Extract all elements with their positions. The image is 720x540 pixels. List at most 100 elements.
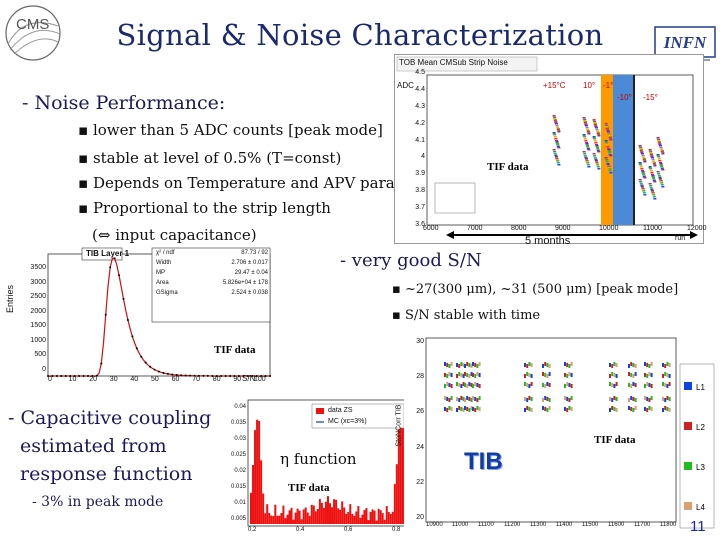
- ston-data-point: [662, 363, 664, 367]
- ston-x-tick: 11300: [530, 522, 547, 528]
- noise-data-point: [640, 168, 644, 170]
- sn-y-tick: 1500: [30, 322, 46, 330]
- eta-bar: [314, 511, 317, 524]
- noise-data-point: [641, 153, 644, 155]
- ston-data-point: [568, 364, 571, 368]
- eta-bar: [375, 520, 378, 524]
- noise-data-point: [594, 125, 598, 127]
- ston-data-point: [650, 373, 653, 377]
- noise-data-point: [652, 196, 656, 198]
- ston-y-tick: 28: [416, 373, 424, 381]
- ston-data-point: [476, 372, 479, 376]
- noise-data-point: [555, 158, 559, 160]
- eta-bar: [385, 506, 388, 524]
- eta-bar: [359, 517, 362, 524]
- noise-data-point: [583, 153, 587, 155]
- sn-x-tick: 20: [89, 376, 97, 383]
- ston-data-point: [668, 363, 671, 367]
- noise-data-point: [604, 141, 608, 143]
- noise-data-point: [595, 145, 599, 147]
- noise-data-point: [653, 181, 657, 183]
- noise-data-point: [607, 150, 611, 152]
- sn-data-point: [251, 374, 254, 377]
- noise-data-point: [609, 138, 613, 140]
- noise-data-point: [592, 136, 596, 138]
- sn-data-point: [69, 375, 72, 377]
- sn-data-point: [180, 374, 183, 377]
- noise-data-point: [651, 192, 655, 194]
- noise-data-point: [593, 155, 597, 157]
- sn-bullet-1: ▪ ~27(300 μm), ~31 (500 μm) [peak mode]: [392, 282, 679, 297]
- noise-data-point: [657, 156, 661, 158]
- noise-data-point: [582, 118, 586, 120]
- noise-data-point: [586, 131, 590, 133]
- eta-bar: [272, 516, 275, 524]
- ston-data-point: [528, 362, 531, 366]
- sn-plot: TIB Layer 1 Entries 3500 3000 2500 2000 1500…: [2, 242, 274, 384]
- noise-data-point: [638, 163, 642, 165]
- sn-data-point: [229, 374, 232, 377]
- ston-data-point: [668, 408, 671, 412]
- noise-data-point: [651, 190, 654, 192]
- sn-stat-row: GSigma 2.524 ± 0.038: [156, 290, 268, 296]
- noise-data-point: [641, 170, 644, 172]
- noise-data-point: [642, 175, 646, 177]
- ston-data-point: [566, 397, 569, 401]
- noise-data-point: [553, 134, 557, 136]
- noise-data-point: [553, 119, 557, 121]
- eta-bar: [367, 520, 370, 524]
- noise-data-point: [554, 121, 558, 123]
- ston-data-point: [478, 373, 481, 377]
- ston-plot-ylabel: StoNCorr TIB: [395, 404, 403, 447]
- ston-data-point: [456, 408, 458, 412]
- noise-y-tick: 4: [421, 153, 425, 161]
- ston-data-point: [542, 406, 544, 410]
- ston-data-point: [478, 384, 481, 388]
- noise-data-point: [641, 187, 644, 189]
- ston-data-point: [466, 384, 469, 388]
- eta-plot: 0.04 0.035 0.03 0.025 0.02 0.015 0.01 0.005 0.2…: [214, 396, 414, 536]
- eta-bar: [296, 508, 299, 524]
- noise-data-point: [593, 124, 597, 126]
- noise-data-point: [643, 177, 647, 179]
- temp-label-3: -1°: [603, 81, 614, 90]
- noise-data-point: [593, 157, 597, 159]
- ston-data-point: [446, 363, 449, 367]
- noise-data-point: [642, 173, 646, 175]
- noise-data-point: [605, 142, 609, 144]
- noise-data-point: [656, 137, 660, 139]
- sn-y-tick: 3000: [30, 278, 46, 286]
- eta-y-tick: 0.01: [234, 500, 246, 506]
- noise-data-point: [641, 155, 645, 157]
- ston-data-point: [615, 363, 618, 367]
- ston-legend-swatch: [684, 382, 692, 390]
- ston-data-point: [462, 374, 465, 378]
- sn-data-point: [95, 374, 98, 377]
- noise-data-point: [554, 154, 558, 156]
- ston-data-point: [472, 373, 474, 377]
- noise-x-tick: 8000: [511, 225, 527, 232]
- noise-data-point: [597, 134, 601, 136]
- noise-data-point: [651, 176, 655, 178]
- noise-data-point: [648, 166, 652, 168]
- ston-data-point: [564, 373, 566, 377]
- noise-data-point: [650, 156, 654, 158]
- noise-data-point: [642, 192, 646, 194]
- noise-data-point: [643, 194, 647, 196]
- noise-data-point: [556, 162, 560, 164]
- noise-data-point: [639, 164, 643, 166]
- sn-data-point: [113, 257, 116, 260]
- sn-data-point: [242, 374, 245, 377]
- ston-data-point: [644, 384, 646, 388]
- eta-x-tick: 0.6: [344, 527, 353, 533]
- ston-data-point: [548, 383, 551, 387]
- eta-bar: [284, 518, 287, 524]
- ston-data-point: [462, 382, 465, 386]
- ston-legend-label: L4: [696, 503, 705, 512]
- ston-data-point: [646, 408, 649, 412]
- sn-data-point: [140, 355, 143, 358]
- sn-data-point: [189, 374, 192, 377]
- ston-data-point: [615, 397, 618, 401]
- ston-x-tick: 11700: [634, 522, 651, 528]
- noise-data-point: [649, 170, 653, 172]
